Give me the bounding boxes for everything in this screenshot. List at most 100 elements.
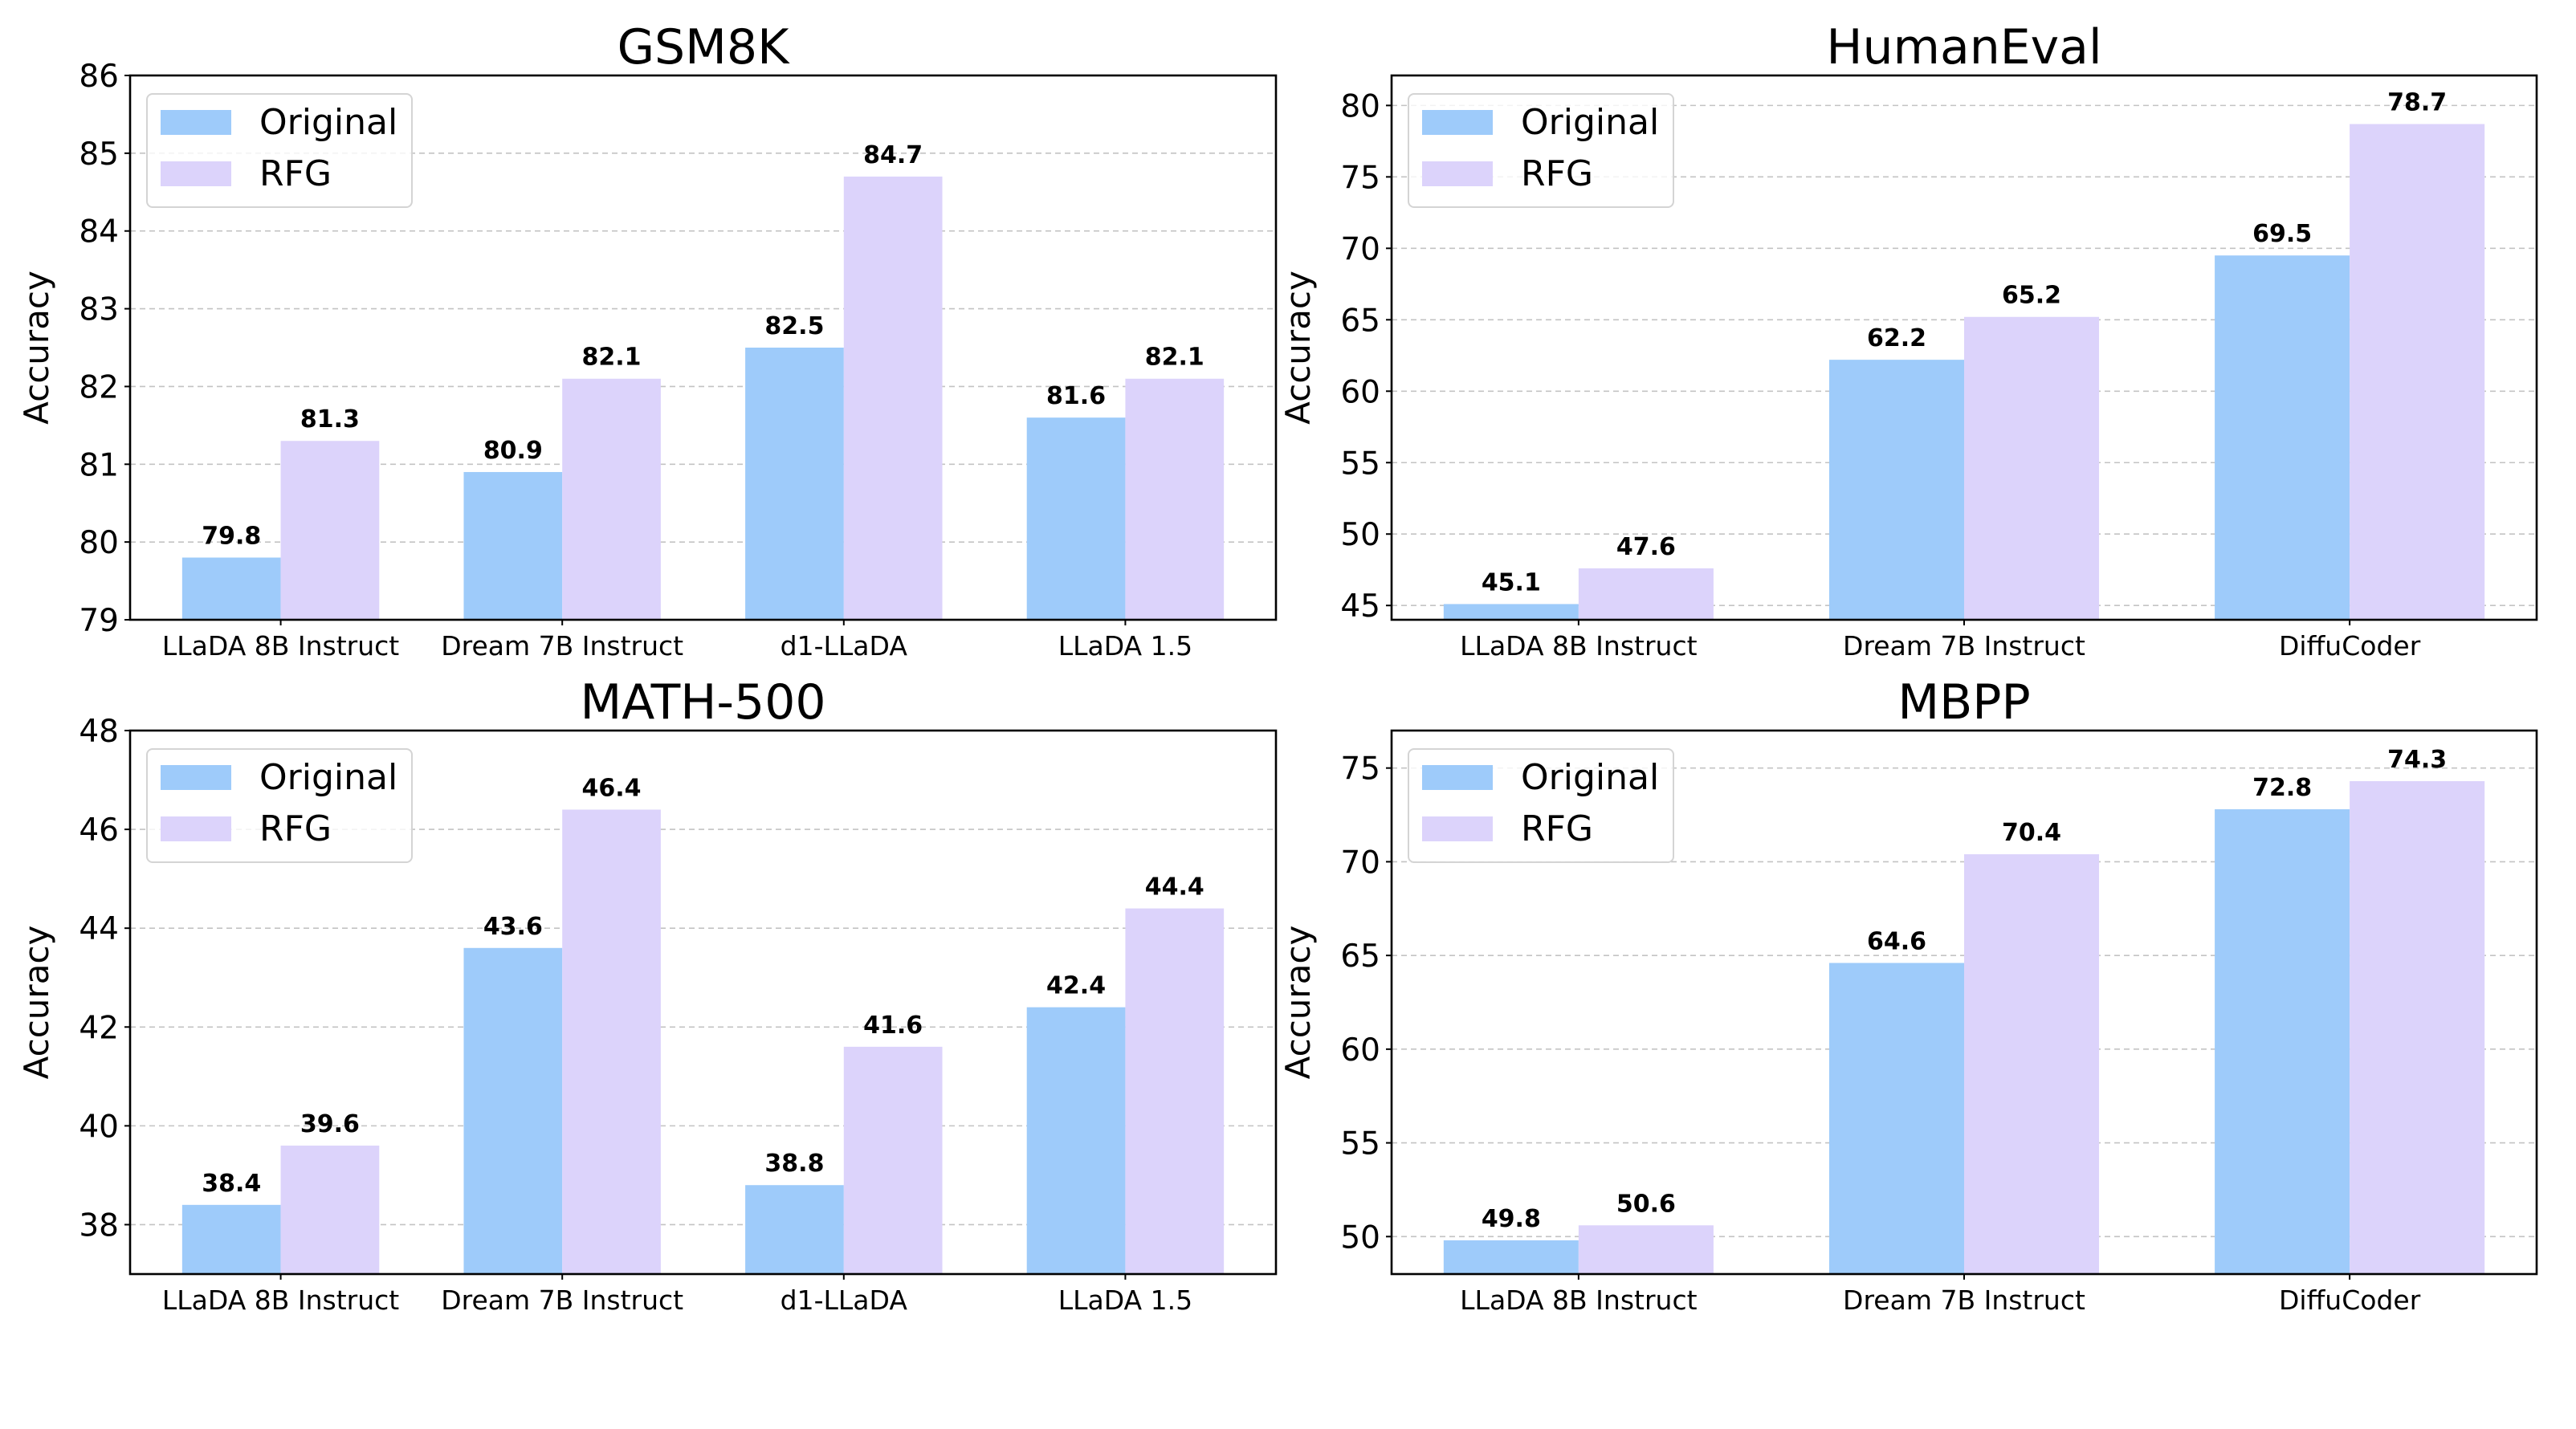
x-tick-label: d1-LLaDA [781, 630, 908, 662]
y-tick-label: 38 [79, 1207, 119, 1244]
y-tick-label: 81 [79, 447, 119, 483]
bar-value-label: 62.2 [1867, 324, 1926, 352]
y-axis: 45 50 55 60 65 70 75 80 [1340, 88, 1392, 625]
bar-original [745, 348, 844, 620]
chart-title: MATH-500 [580, 674, 825, 731]
legend-swatch-rfg [1422, 816, 1493, 841]
y-tick-label: 75 [1340, 751, 1380, 788]
y-tick-label: 44 [79, 911, 119, 947]
legend: Original RFG [146, 93, 413, 208]
x-tick-label: LLaDA 1.5 [1058, 1284, 1192, 1316]
bar-value-label: 70.4 [2002, 819, 2061, 847]
y-tick-label: 82 [79, 369, 119, 405]
bar-rfg [1125, 378, 1225, 620]
bar-rfg [562, 809, 661, 1274]
bar-value-label: 79.8 [202, 523, 261, 551]
bar-value-label: 49.8 [1482, 1205, 1541, 1233]
y-tick-label: 60 [1340, 1032, 1380, 1069]
bar-value-label: 42.4 [1046, 972, 1106, 1000]
bar-original [1026, 417, 1126, 620]
bar-original [1026, 1007, 1126, 1274]
legend-label: Original [259, 102, 397, 143]
bar-original [1828, 963, 1964, 1274]
x-tick-label: LLaDA 8B Instruct [162, 630, 399, 662]
bar-original [463, 947, 563, 1274]
x-tick-label: LLaDA 8B Instruct [1460, 630, 1697, 662]
bar-value-label: 65.2 [2002, 282, 2061, 310]
y-tick-label: 46 [79, 812, 119, 849]
x-tick-label: LLaDA 1.5 [1058, 630, 1192, 662]
bar-original [181, 557, 281, 620]
y-tick-label: 48 [79, 714, 119, 750]
y-axis-label: Accuracy [1278, 926, 1318, 1080]
panel-math500: MATH-500 Accuracy 38404244464838.443.638… [17, 674, 1278, 1316]
bar-value-label: 39.6 [300, 1110, 360, 1138]
y-tick-label: 65 [1340, 938, 1380, 975]
legend-label: RFG [259, 153, 332, 194]
bar-value-label: 45.1 [1482, 568, 1541, 596]
y-tick-label: 40 [79, 1109, 119, 1145]
bar-original [1828, 360, 1964, 620]
bar-original [463, 471, 563, 620]
chart-title: GSM8K [618, 19, 791, 75]
y-tick-label: 65 [1340, 303, 1380, 339]
bar-rfg [1125, 908, 1225, 1274]
y-tick-label: 84 [79, 214, 119, 250]
y-tick-label: 70 [1340, 231, 1380, 267]
bar-rfg [2350, 781, 2485, 1274]
bar-value-label: 84.7 [863, 141, 923, 169]
bar-rfg [2350, 124, 2485, 621]
bar-value-label: 74.3 [2387, 746, 2447, 774]
bar-value-label: 69.5 [2252, 220, 2312, 248]
y-axis-label: Accuracy [1278, 271, 1318, 425]
legend-swatch-original [161, 765, 231, 790]
x-axis: LLaDA 8B Instruct Dream 7B Instruct d1-LLa… [162, 1274, 1192, 1316]
bar-value-label: 43.6 [483, 913, 543, 941]
bar-rfg [1964, 316, 2100, 620]
y-tick-label: 75 [1340, 160, 1380, 196]
y-tick-label: 50 [1340, 1219, 1380, 1256]
bar-value-label: 44.4 [1145, 873, 1204, 902]
legend-swatch-rfg [161, 161, 231, 186]
bar-rfg [280, 441, 380, 620]
bar-value-label: 64.6 [1867, 927, 1926, 955]
bar-original [181, 1204, 281, 1274]
x-tick-label: Dream 7B Instruct [1843, 630, 2085, 662]
bar-value-label: 46.4 [582, 774, 642, 802]
bar-original [745, 1185, 844, 1274]
bar-original [2215, 809, 2350, 1274]
legend-swatch-rfg [1422, 161, 1493, 186]
panel-mbpp: MBPP Accuracy 50 55 60 65 70 75 49.8 64.6 72.8 50… [1278, 674, 2538, 1316]
x-tick-label: LLaDA 8B Instruct [1460, 1284, 1697, 1316]
y-tick-label: 45 [1340, 588, 1380, 625]
y-tick-label: 83 [79, 292, 119, 328]
legend-label: Original [1521, 102, 1659, 143]
panel-humaneval: HumanEval Accuracy 45 50 55 60 65 70 75 80 45.1 6… [1278, 19, 2538, 662]
y-tick-label: 60 [1340, 374, 1380, 410]
bar-value-label: 47.6 [1616, 533, 1676, 561]
bars: 38.4 43.6 38.8 42.4 39.6 46.4 41.6 44.4 [181, 774, 1225, 1274]
bar-rfg [843, 1046, 943, 1274]
x-axis: LLaDA 8B Instruct Dream 7B Instruct DiffuC… [1460, 620, 2421, 662]
x-tick-label: Dream 7B Instruct [441, 630, 683, 662]
y-tick-label: 50 [1340, 517, 1380, 553]
legend-label: Original [259, 757, 397, 798]
y-tick-label: 80 [79, 525, 119, 561]
axes-frame [128, 74, 1278, 621]
bar-value-label: 38.4 [202, 1170, 261, 1198]
x-tick-label: DiffuCoder [2279, 630, 2421, 662]
bar-value-label: 80.9 [483, 437, 543, 465]
bar-value-label: 81.3 [300, 405, 360, 434]
y-tick-label: 55 [1340, 446, 1380, 482]
legend-label: RFG [1521, 808, 1593, 849]
bars: 79.8 80.9 82.5 81.6 81.3 82.1 84.7 82.1 [181, 141, 1225, 620]
y-tick-label: 79 [79, 603, 119, 639]
legend-label: RFG [259, 808, 332, 849]
y-tick-label: 55 [1340, 1126, 1380, 1162]
x-tick-label: DiffuCoder [2279, 1284, 2421, 1316]
legend-swatch-original [161, 110, 231, 135]
y-tick-label: 86 [79, 59, 119, 95]
panel-gsm8k: GSM8K Accuracy 79 80 81 82 83 84 85 86 79.8 80.9 8… [17, 19, 1278, 662]
x-tick-label: LLaDA 8B Instruct [162, 1284, 399, 1316]
